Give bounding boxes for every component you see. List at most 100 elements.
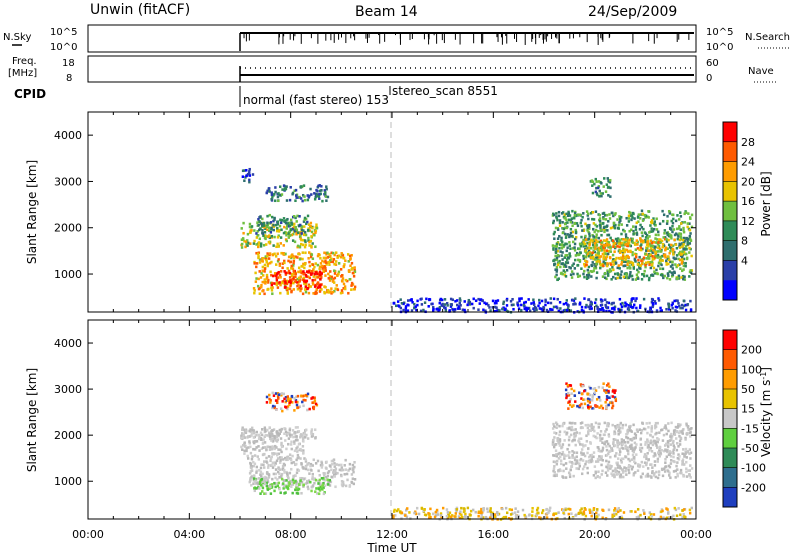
power-cell xyxy=(307,227,310,230)
power-cell xyxy=(554,268,557,271)
power-cell xyxy=(627,308,631,312)
power-cell xyxy=(623,264,627,268)
power-cell xyxy=(663,274,666,278)
power-cell xyxy=(685,247,688,251)
velocity-cell xyxy=(569,508,572,511)
power-cell xyxy=(259,242,263,245)
power-cell xyxy=(596,252,599,255)
power-cell xyxy=(624,243,627,246)
velocity-cell xyxy=(286,395,289,398)
velocity-cell xyxy=(480,507,483,511)
power-cell xyxy=(683,239,686,243)
power-cell xyxy=(303,218,306,222)
velocity-cell xyxy=(255,433,258,437)
velocity-cell xyxy=(576,461,579,465)
velocity-cell xyxy=(652,474,656,477)
velocity-cell xyxy=(406,507,409,510)
velocity-cell xyxy=(269,459,272,463)
velocity-cell xyxy=(578,462,581,465)
power-cell xyxy=(667,256,670,260)
velocity-cell xyxy=(592,451,596,454)
velocity-cell xyxy=(353,478,357,481)
power-cell xyxy=(590,275,593,278)
power-cell xyxy=(688,228,692,232)
velocity-cell xyxy=(336,471,339,475)
power-cell xyxy=(560,246,564,250)
power-cell xyxy=(688,251,691,254)
velocity-cell xyxy=(563,439,566,442)
power-cell xyxy=(319,283,322,287)
power-cell xyxy=(566,261,570,264)
power-cell xyxy=(654,254,658,258)
velocity-cell xyxy=(664,448,667,452)
power-cell xyxy=(328,279,332,282)
power-cell xyxy=(573,222,576,225)
velocity-cell xyxy=(241,426,244,430)
velocity-cell xyxy=(340,474,343,478)
velocity-cell xyxy=(243,449,246,453)
power-cell xyxy=(640,262,644,265)
power-cell xyxy=(618,242,621,246)
power-cell xyxy=(268,190,271,193)
velocity-cell xyxy=(665,442,668,446)
power-cell xyxy=(631,263,635,267)
power-cell xyxy=(676,233,680,237)
power-cell xyxy=(268,236,272,240)
velocity-cell xyxy=(280,450,283,454)
power-cell xyxy=(621,243,625,247)
velocity-cell xyxy=(300,480,304,484)
colorbar-tick-label: 15 xyxy=(741,403,755,416)
velocity-cell xyxy=(612,512,616,516)
velocity-cell xyxy=(593,391,597,394)
power-cell xyxy=(647,260,650,264)
velocity-cell xyxy=(250,434,253,437)
velocity-cell xyxy=(283,397,286,401)
velocity-cell xyxy=(553,436,556,439)
power-cell xyxy=(274,199,277,203)
velocity-cell xyxy=(344,458,347,462)
velocity-cell xyxy=(282,487,285,490)
velocity-cell xyxy=(252,482,255,486)
power-cell xyxy=(592,257,595,261)
velocity-cell xyxy=(663,426,666,429)
power-cell xyxy=(457,305,461,308)
power-cell xyxy=(620,232,623,236)
power-cell xyxy=(602,239,606,242)
velocity-cell xyxy=(597,385,601,389)
velocity-cell xyxy=(551,443,555,446)
power-cell xyxy=(350,281,354,285)
power-cell xyxy=(627,214,631,218)
power-cell xyxy=(601,306,604,310)
power-cell xyxy=(651,273,654,277)
power-cell xyxy=(452,308,455,312)
velocity-cell xyxy=(275,459,279,463)
velocity-cell xyxy=(681,509,684,512)
velocity-cell xyxy=(276,484,279,488)
power-cell xyxy=(334,251,338,255)
power-cell xyxy=(306,275,310,279)
velocity-cell xyxy=(333,470,336,473)
power-cell xyxy=(677,235,680,238)
velocity-cell xyxy=(588,393,592,397)
power-cell xyxy=(329,259,332,262)
velocity-cell xyxy=(614,454,617,458)
power-cell xyxy=(672,248,675,252)
velocity-cell xyxy=(259,492,262,495)
power-cell xyxy=(493,301,497,305)
velocity-cell xyxy=(663,444,667,447)
power-cell xyxy=(616,245,619,248)
power-cell xyxy=(654,223,657,227)
colorbar-swatch xyxy=(723,389,737,410)
power-cell xyxy=(647,216,650,219)
power-cell xyxy=(661,243,665,246)
power-cell xyxy=(593,236,597,239)
power-cell xyxy=(289,281,293,285)
velocity-cell xyxy=(580,448,584,451)
power-cell xyxy=(568,235,571,239)
velocity-cell xyxy=(313,481,316,485)
velocity-cell xyxy=(328,484,332,487)
velocity-cell xyxy=(611,390,615,393)
velocity-cell xyxy=(591,398,594,402)
velocity-cell xyxy=(256,482,260,486)
power-cell xyxy=(667,305,671,309)
